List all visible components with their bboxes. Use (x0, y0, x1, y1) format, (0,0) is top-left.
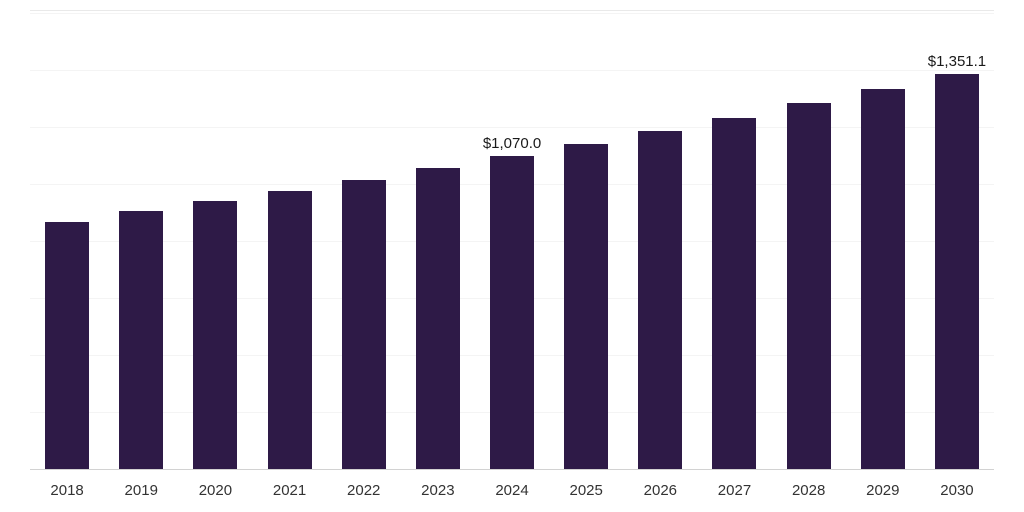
bar-column (846, 11, 920, 469)
bar-2030[interactable] (934, 73, 979, 469)
x-tick-label: 2019 (124, 481, 158, 499)
x-axis: 2018 2019 2020 2021 2022 2023 2024 2025 2026 2027… (30, 470, 994, 510)
bar-2025[interactable] (564, 144, 609, 469)
bar-column (104, 11, 178, 469)
x-tick-label: 2022 (347, 481, 381, 499)
x-tick-label: 2027 (717, 481, 752, 499)
x-tick-label: 2020 (198, 481, 233, 499)
bar-column (252, 11, 326, 469)
bar-2027[interactable] (712, 117, 757, 469)
x-tick-label: 2023 (421, 481, 455, 499)
x-tick-label: 2029 (866, 481, 900, 499)
bar-column (401, 11, 475, 469)
bar-2022[interactable] (341, 180, 386, 469)
bar-column (697, 11, 771, 469)
bar-2024[interactable] (490, 155, 535, 469)
bar-column (623, 11, 697, 469)
bar-column (178, 11, 252, 469)
bar-data-label: $1,070.0 (482, 134, 542, 152)
bar-2018[interactable] (45, 222, 90, 469)
bar-column (549, 11, 623, 469)
x-tick-label: 2025 (569, 481, 603, 499)
x-tick-label: 2021 (272, 481, 307, 499)
plot-area: $1,070.0 $1,351.1 (30, 10, 994, 470)
bar-2029[interactable] (860, 88, 905, 469)
bar-data-label: $1,351.1 (927, 52, 987, 70)
bar-column: $1,351.1 (920, 11, 994, 469)
x-tick-label: 2026 (643, 481, 678, 499)
bar-column (30, 11, 104, 469)
bar-2028[interactable] (786, 102, 831, 469)
bar-2023[interactable] (415, 168, 460, 469)
bar-column: $1,070.0 (475, 11, 549, 469)
bar-column (772, 11, 846, 469)
x-tick-label: 2018 (50, 481, 84, 499)
x-tick-label: 2030 (940, 481, 974, 499)
bar-2019[interactable] (119, 211, 164, 469)
bar-2020[interactable] (193, 201, 238, 469)
bar-2021[interactable] (267, 190, 312, 469)
bar-column (327, 11, 401, 469)
x-tick-label: 2024 (495, 481, 529, 499)
bar-2026[interactable] (638, 130, 683, 469)
x-tick-label: 2028 (791, 481, 826, 499)
bars-row: $1,070.0 $1,351.1 (30, 11, 994, 469)
